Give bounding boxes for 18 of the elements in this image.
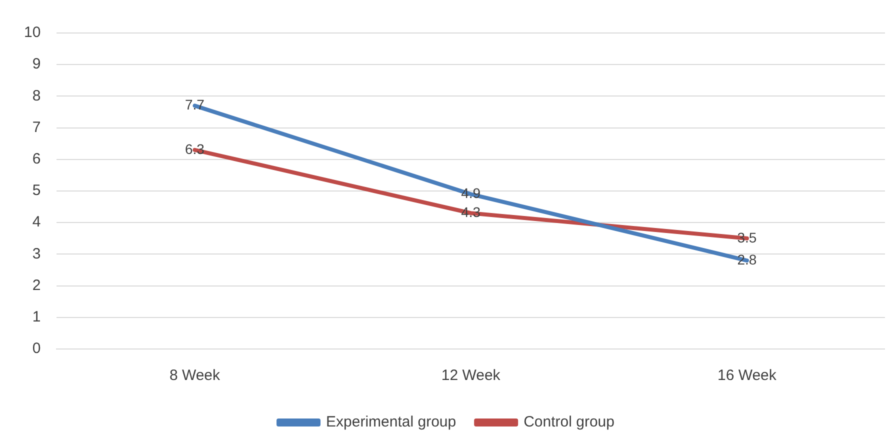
- y-tick-label: 1: [32, 308, 41, 326]
- y-tick-label: 6: [32, 150, 41, 168]
- y-tick-label: 9: [32, 56, 41, 73]
- y-tick-label: 5: [32, 182, 41, 200]
- y-tick-label: 0: [32, 340, 41, 358]
- legend-label: Experimental group: [326, 414, 456, 431]
- y-tick-label: 7: [32, 118, 41, 136]
- data-label: 7.7: [185, 96, 205, 113]
- y-tick-label: 4: [32, 214, 41, 231]
- legend-label: Control group: [524, 414, 614, 431]
- y-tick-label: 10: [24, 24, 41, 42]
- y-tick-label: 2: [32, 276, 41, 294]
- y-tick-label: 8: [32, 87, 41, 104]
- data-label: 6.3: [185, 140, 205, 157]
- x-tick-label: 16 Week: [717, 367, 777, 384]
- x-tick-label: 12 Week: [441, 367, 501, 384]
- x-tick-label: 8 Week: [169, 367, 221, 384]
- y-tick-label: 3: [32, 245, 41, 262]
